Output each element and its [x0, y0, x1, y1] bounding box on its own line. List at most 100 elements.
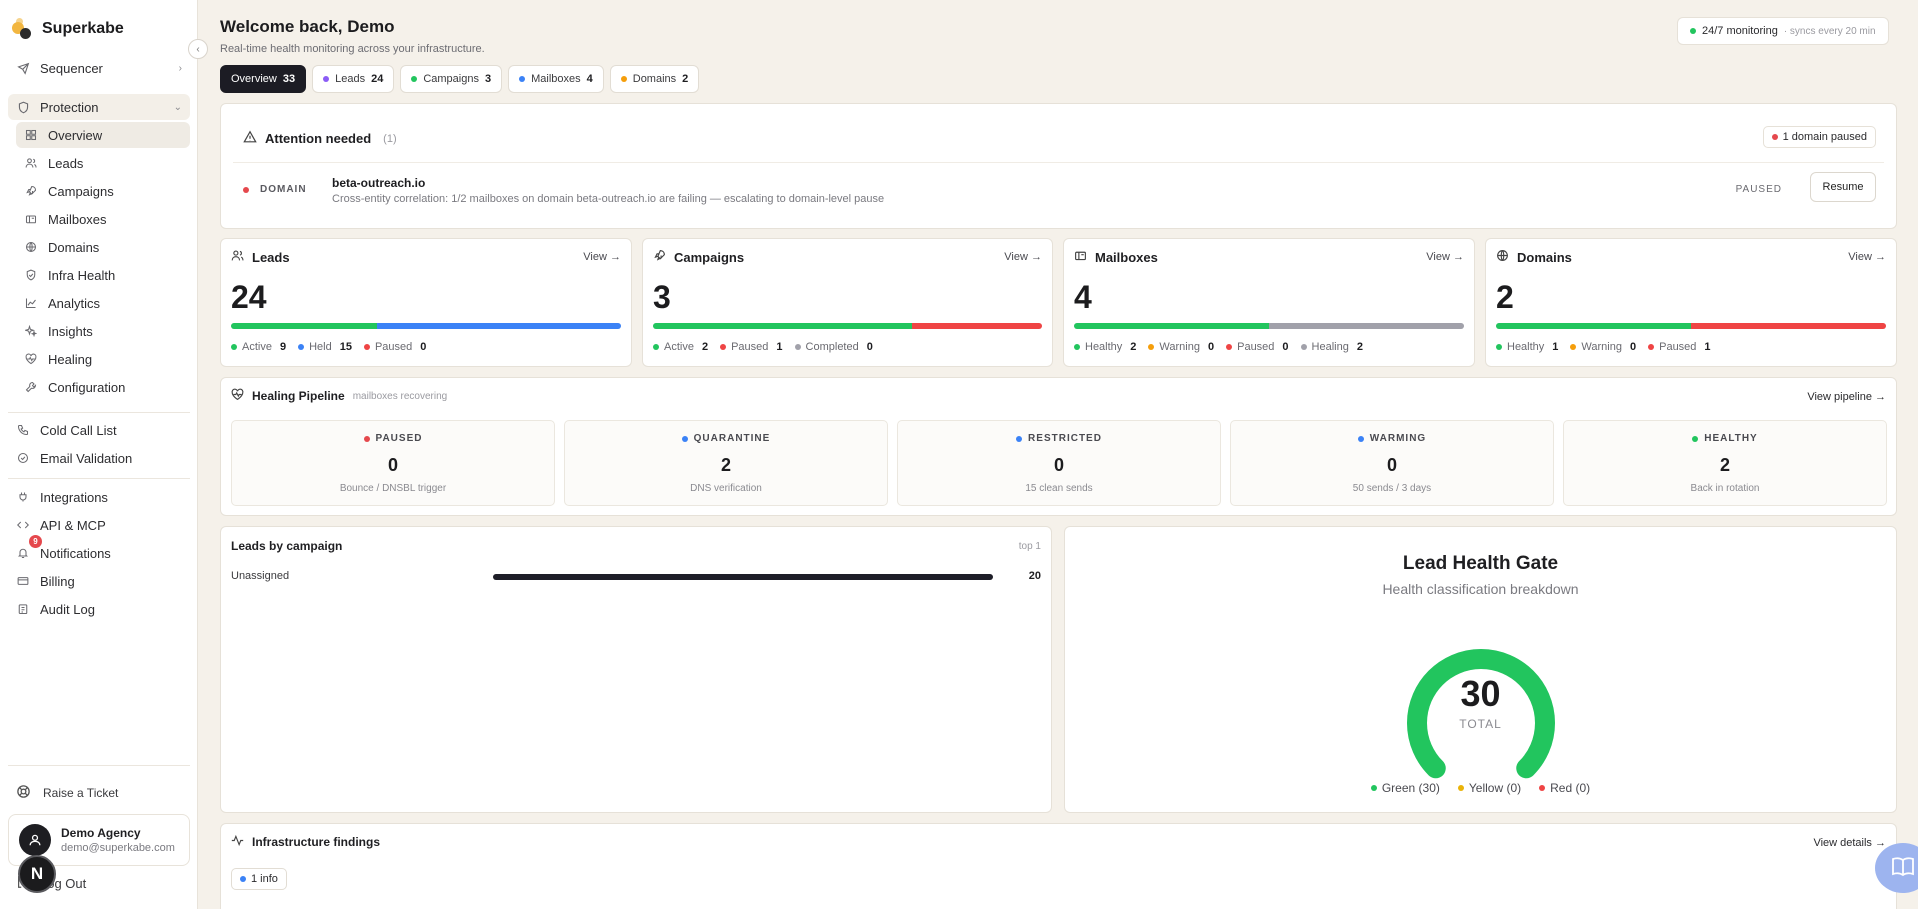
- chart-line-icon: [24, 296, 38, 310]
- mailboxes-bar-segment: [1074, 323, 1269, 329]
- legend-dot: [1370, 785, 1377, 791]
- entity-name[interactable]: beta-outreach.io: [332, 176, 426, 190]
- sidebar-item-email-validation[interactable]: Email Validation: [8, 445, 190, 471]
- dev-tools-button[interactable]: N: [18, 855, 56, 893]
- tab-overview[interactable]: Overview 33: [220, 65, 307, 93]
- view-pipeline-link[interactable]: View pipeline →: [1807, 391, 1886, 403]
- stage-label: PAUSED: [375, 433, 423, 444]
- stage-label-row: HEALTHY: [1564, 433, 1886, 444]
- collapse-sidebar-button[interactable]: ‹: [188, 39, 208, 59]
- sidebar-item-leads[interactable]: Leads: [16, 150, 190, 176]
- tab-dot: [323, 76, 330, 82]
- domains-total: 2: [1496, 279, 1514, 315]
- stage-restricted[interactable]: RESTRICTED 0 15 clean sends: [897, 420, 1221, 506]
- sidebar-item-configuration[interactable]: Configuration: [16, 374, 190, 400]
- sidebar: Superkabe Sequencer › Protection ⌄ Overv…: [0, 0, 198, 909]
- view-domains-link[interactable]: View →: [1848, 251, 1886, 263]
- sidebar-item-mailboxes[interactable]: Mailboxes: [16, 206, 190, 232]
- sidebar-item-integrations[interactable]: Integrations: [8, 484, 190, 510]
- stage-healthy[interactable]: HEALTHY 2 Back in rotation: [1563, 420, 1887, 506]
- user-name: Demo Agency: [61, 826, 141, 840]
- status-dot: [363, 435, 370, 442]
- legend-item-active: Active 9: [231, 341, 286, 353]
- legend-item-held: Held 15: [298, 341, 352, 353]
- tab-count: 4: [586, 73, 593, 85]
- legend-label: Yellow (0): [1468, 781, 1522, 795]
- sidebar-item-overview[interactable]: Overview: [16, 122, 190, 148]
- code-icon: [16, 518, 30, 532]
- campaigns-total: 3: [653, 279, 671, 315]
- campaign-bar-fill: [493, 574, 993, 580]
- stage-label-row: WARMING: [1231, 433, 1553, 444]
- view-leads-link[interactable]: View →: [583, 251, 621, 263]
- help-docs-button[interactable]: [1875, 843, 1918, 893]
- activity-icon: [231, 834, 244, 850]
- stage-paused[interactable]: PAUSED 0 Bounce / DNSBL trigger: [231, 420, 555, 506]
- tab-count: 3: [484, 73, 492, 85]
- legend-value: 2: [1130, 341, 1137, 353]
- legend-dot: [231, 344, 237, 350]
- legend-label: Healthy: [1507, 341, 1545, 353]
- mailboxes-distribution-bar: [1074, 323, 1464, 329]
- status-dot: [1771, 134, 1778, 140]
- stage-description: DNS verification: [690, 483, 762, 494]
- sidebar-item-cold-call-list[interactable]: Cold Call List: [8, 417, 190, 443]
- sidebar-item-label: Infra Health: [48, 267, 116, 283]
- book-open-icon: [1891, 856, 1915, 881]
- sidebar-item-sequencer[interactable]: Sequencer ›: [8, 55, 190, 81]
- leads-stat-card: Leads View → 24 Active 9 Held 15 Paused 0: [220, 238, 632, 367]
- sidebar-item-billing[interactable]: Billing: [8, 568, 190, 594]
- stage-warming[interactable]: WARMING 0 50 sends / 3 days: [1230, 420, 1554, 506]
- tabs: Overview 33 Leads 24 Campaigns 3 Mailbox…: [220, 65, 700, 93]
- sidebar-item-campaigns[interactable]: Campaigns: [16, 178, 190, 204]
- status-dot: [681, 435, 688, 442]
- domains-bar-segment: [1691, 323, 1886, 329]
- stage-value: 2: [1719, 455, 1730, 475]
- sidebar-item-infra-health[interactable]: Infra Health: [16, 262, 190, 288]
- card-header: Domains: [1496, 249, 1572, 265]
- card-subtitle: mailboxes recovering: [352, 390, 448, 402]
- stage-label: HEALTHY: [1704, 433, 1758, 444]
- legend-item-completed: Completed 0: [794, 341, 873, 353]
- campaigns-legend: Active 2 Paused 1 Completed 0: [653, 341, 873, 353]
- sidebar-item-label: Campaigns: [48, 183, 114, 199]
- view-mailboxes-link[interactable]: View →: [1426, 251, 1464, 263]
- legend-value: 9: [279, 341, 287, 353]
- stage-quarantine[interactable]: QUARANTINE 2 DNS verification: [564, 420, 888, 506]
- legend-label: Paused: [731, 341, 769, 353]
- brand[interactable]: Superkabe: [12, 18, 124, 40]
- sidebar-item-domains[interactable]: Domains: [16, 234, 190, 260]
- sidebar-item-healing[interactable]: Healing: [16, 346, 190, 372]
- raise-ticket-button[interactable]: Raise a Ticket: [16, 784, 118, 802]
- tab-leads[interactable]: Leads 24: [312, 65, 395, 93]
- campaigns-distribution-bar: [653, 323, 1042, 329]
- entity-status: PAUSED: [1735, 184, 1782, 195]
- attention-title: Attention needed: [265, 131, 372, 146]
- tab-count: 33: [282, 73, 296, 85]
- tab-campaigns[interactable]: Campaigns 3: [400, 65, 503, 93]
- campaign-name: Unassigned: [231, 570, 290, 582]
- tab-mailboxes[interactable]: Mailboxes 4: [508, 65, 604, 93]
- legend-dot: [1226, 344, 1233, 350]
- sidebar-item-insights[interactable]: Insights: [16, 318, 190, 344]
- sidebar-group-protection[interactable]: Protection ⌄: [8, 94, 190, 120]
- stage-description: 50 sends / 3 days: [1352, 483, 1432, 494]
- lifebuoy-icon: [16, 784, 31, 802]
- tab-domains[interactable]: Domains 2: [609, 65, 700, 93]
- monitoring-status: 24/7 monitoring · syncs every 20 min: [1677, 17, 1889, 45]
- card-title: Healing Pipeline: [252, 389, 345, 403]
- legend-dot: [363, 344, 370, 350]
- info-count-chip[interactable]: 1 info: [231, 868, 287, 890]
- sidebar-item-audit-log[interactable]: Audit Log: [8, 596, 190, 622]
- sidebar-item-notifications[interactable]: 9 Notifications: [8, 535, 190, 566]
- resume-button[interactable]: Resume: [1810, 172, 1876, 202]
- legend-dot: [1570, 344, 1577, 350]
- legend-item-paused: Paused 1: [1648, 341, 1711, 353]
- view-campaigns-link[interactable]: View →: [1004, 251, 1042, 263]
- grid-icon: [24, 128, 38, 142]
- sidebar-item-analytics[interactable]: Analytics: [16, 290, 190, 316]
- card-title: Leads by campaign: [231, 539, 343, 553]
- legend-label: Active: [242, 341, 272, 353]
- sidebar-item-api-mcp[interactable]: API & MCP: [8, 512, 190, 538]
- view-details-link[interactable]: View details →: [1813, 837, 1886, 849]
